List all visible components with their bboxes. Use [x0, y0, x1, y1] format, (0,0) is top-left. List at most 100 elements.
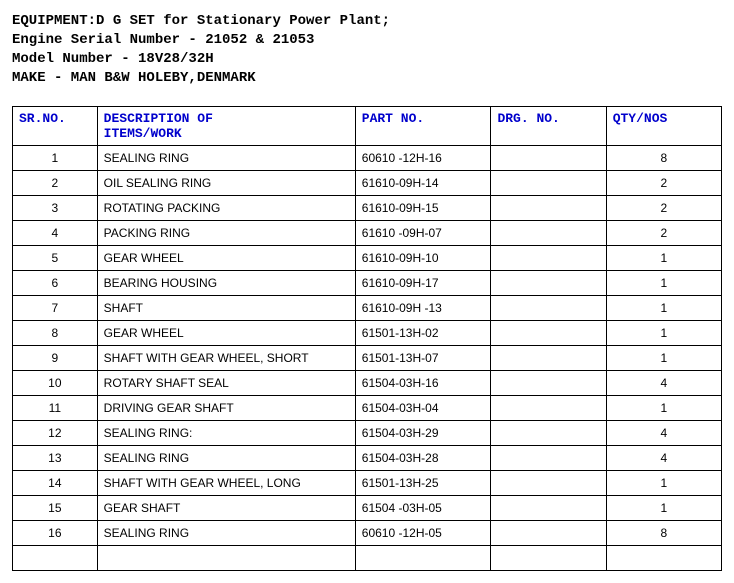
cell-part: 61610-09H-14	[355, 170, 491, 195]
cell-part: 61504 -03H-05	[355, 495, 491, 520]
cell-part: 61504-03H-29	[355, 420, 491, 445]
cell-desc: SEALING RING	[97, 145, 355, 170]
cell-qty: 1	[606, 470, 721, 495]
cell-drg	[491, 345, 606, 370]
table-row: 10ROTARY SHAFT SEAL61504-03H-164	[13, 370, 722, 395]
table-row: 13SEALING RING61504-03H-28 4	[13, 445, 722, 470]
cell-desc: SHAFT	[97, 295, 355, 320]
table-row: 5GEAR WHEEL61610-09H-10 1	[13, 245, 722, 270]
col-header-srno: SR.NO.	[13, 106, 98, 145]
cell-desc	[97, 545, 355, 570]
cell-qty: 1	[606, 270, 721, 295]
col-header-part: PART NO.	[355, 106, 491, 145]
cell-desc: GEAR WHEEL	[97, 245, 355, 270]
table-row: 12SEALING RING:61504-03H-29 4	[13, 420, 722, 445]
cell-sr: 11	[13, 395, 98, 420]
table-row: 14SHAFT WITH GEAR WHEEL, LONG61501-13H-2…	[13, 470, 722, 495]
cell-qty: 4	[606, 445, 721, 470]
cell-part: 61610-09H -13	[355, 295, 491, 320]
cell-sr: 12	[13, 420, 98, 445]
cell-drg	[491, 320, 606, 345]
cell-qty: 1	[606, 320, 721, 345]
cell-drg	[491, 270, 606, 295]
cell-drg	[491, 445, 606, 470]
cell-part: 61501-13H-25	[355, 470, 491, 495]
cell-part: 60610 -12H-05	[355, 520, 491, 545]
cell-part: 61504-03H-16	[355, 370, 491, 395]
cell-part: 61504-03H-28	[355, 445, 491, 470]
table-body: 1SEALING RING60610 -12H-1682OIL SEALING …	[13, 145, 722, 570]
col-header-qty: QTY/NOS	[606, 106, 721, 145]
cell-drg	[491, 520, 606, 545]
cell-part: 61610-09H-17	[355, 270, 491, 295]
cell-qty: 4	[606, 420, 721, 445]
cell-part: 61610 -09H-07	[355, 220, 491, 245]
cell-qty: 1	[606, 295, 721, 320]
cell-desc: SHAFT WITH GEAR WHEEL, SHORT	[97, 345, 355, 370]
equipment-header: EQUIPMENT:D G SET for Stationary Power P…	[12, 12, 722, 88]
cell-sr: 3	[13, 195, 98, 220]
cell-desc: GEAR SHAFT	[97, 495, 355, 520]
table-header-row: SR.NO. DESCRIPTION OFITEMS/WORK PART NO.…	[13, 106, 722, 145]
cell-qty: 1	[606, 395, 721, 420]
cell-sr: 5	[13, 245, 98, 270]
table-row: 8GEAR WHEEL61501-13H-02 1	[13, 320, 722, 345]
cell-part: 61610-09H-15	[355, 195, 491, 220]
cell-desc: SHAFT WITH GEAR WHEEL, LONG	[97, 470, 355, 495]
table-row: 15GEAR SHAFT61504 -03H-05 1	[13, 495, 722, 520]
cell-sr: 15	[13, 495, 98, 520]
cell-part: 61501-13H-02	[355, 320, 491, 345]
table-row: 16SEALING RING60610 -12H-05 8	[13, 520, 722, 545]
cell-drg	[491, 195, 606, 220]
cell-sr: 16	[13, 520, 98, 545]
cell-drg	[491, 545, 606, 570]
cell-desc: OIL SEALING RING	[97, 170, 355, 195]
cell-qty: 2	[606, 220, 721, 245]
table-row: 9SHAFT WITH GEAR WHEEL, SHORT61501-13H-0…	[13, 345, 722, 370]
cell-qty	[606, 545, 721, 570]
table-row: 11DRIVING GEAR SHAFT61504-03H-041	[13, 395, 722, 420]
cell-desc: GEAR WHEEL	[97, 320, 355, 345]
cell-qty: 1	[606, 245, 721, 270]
cell-desc: SEALING RING	[97, 520, 355, 545]
cell-desc: BEARING HOUSING	[97, 270, 355, 295]
cell-part: 61504-03H-04	[355, 395, 491, 420]
cell-sr: 14	[13, 470, 98, 495]
cell-sr: 8	[13, 320, 98, 345]
cell-qty: 2	[606, 170, 721, 195]
cell-drg	[491, 370, 606, 395]
cell-sr	[13, 545, 98, 570]
cell-sr: 4	[13, 220, 98, 245]
cell-drg	[491, 245, 606, 270]
table-row	[13, 545, 722, 570]
cell-qty: 4	[606, 370, 721, 395]
cell-part: 61610-09H-10	[355, 245, 491, 270]
col-header-drg: DRG. NO.	[491, 106, 606, 145]
cell-qty: 8	[606, 520, 721, 545]
cell-desc: ROTATING PACKING	[97, 195, 355, 220]
cell-sr: 10	[13, 370, 98, 395]
cell-sr: 6	[13, 270, 98, 295]
table-row: 1SEALING RING60610 -12H-16 8	[13, 145, 722, 170]
cell-drg	[491, 295, 606, 320]
col-header-desc: DESCRIPTION OFITEMS/WORK	[97, 106, 355, 145]
cell-qty: 1	[606, 345, 721, 370]
cell-qty: 1	[606, 495, 721, 520]
cell-sr: 7	[13, 295, 98, 320]
cell-sr: 9	[13, 345, 98, 370]
cell-sr: 1	[13, 145, 98, 170]
cell-qty: 2	[606, 195, 721, 220]
cell-part: 60610 -12H-16	[355, 145, 491, 170]
cell-drg	[491, 220, 606, 245]
cell-qty: 8	[606, 145, 721, 170]
cell-drg	[491, 470, 606, 495]
table-row: 6BEARING HOUSING61610-09H-17 1	[13, 270, 722, 295]
cell-desc: PACKING RING	[97, 220, 355, 245]
cell-sr: 13	[13, 445, 98, 470]
table-row: 4PACKING RING61610 -09H-07 2	[13, 220, 722, 245]
cell-drg	[491, 145, 606, 170]
cell-drg	[491, 495, 606, 520]
cell-desc: SEALING RING	[97, 445, 355, 470]
cell-desc: SEALING RING:	[97, 420, 355, 445]
parts-table: SR.NO. DESCRIPTION OFITEMS/WORK PART NO.…	[12, 106, 722, 571]
